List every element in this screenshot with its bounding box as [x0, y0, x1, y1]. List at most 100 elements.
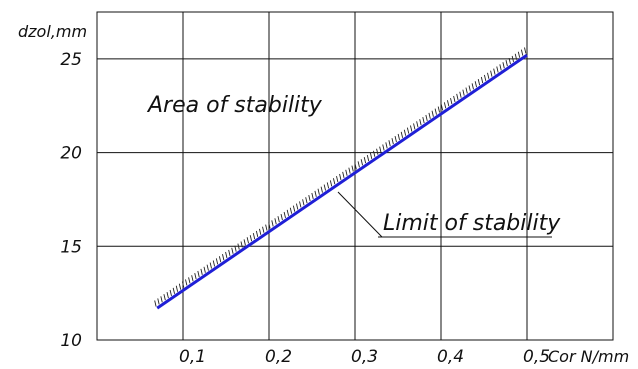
hatch-mark	[228, 249, 231, 256]
hatch-mark	[348, 167, 351, 174]
hatch-mark	[178, 283, 182, 290]
hatch-mark	[185, 279, 188, 286]
hatch-mark	[218, 256, 222, 263]
hatch-mark	[237, 243, 240, 250]
hatch-mark	[376, 148, 379, 155]
x-tick-label: 0,5	[523, 347, 550, 367]
hatch-mark	[197, 270, 200, 278]
x-tick-label: 0,2	[265, 347, 292, 367]
hatch-mark	[234, 245, 237, 252]
limit-of-stability-label: Limit of stability	[383, 211, 561, 236]
hatch-mark	[363, 157, 367, 164]
hatch-mark	[188, 277, 191, 284]
hatch-mark	[157, 298, 160, 305]
hatch-mark	[514, 53, 518, 60]
hatch-mark	[410, 125, 413, 132]
grid	[96, 11, 614, 341]
hatch-mark	[271, 220, 274, 227]
area-of-stability-label: Area of stability	[146, 93, 323, 118]
leader-line	[337, 191, 383, 238]
hatch-mark	[339, 173, 342, 181]
hatch-mark	[385, 142, 388, 149]
hatch-mark	[366, 154, 370, 162]
hatch-mark	[323, 184, 327, 191]
hatch-mark	[259, 228, 262, 235]
hatch-mark	[450, 98, 453, 105]
hatch-mark	[308, 195, 311, 202]
hatch-mark	[360, 159, 363, 166]
hatch-mark	[299, 201, 302, 208]
hatch-mark	[382, 144, 385, 151]
hatch-mark	[397, 133, 400, 141]
hatch-mark	[425, 114, 428, 122]
hatch-mark	[403, 129, 407, 136]
hatch-mark	[163, 294, 166, 301]
hatch-mark	[428, 112, 431, 119]
x-axis-label: Cor N/mm	[548, 347, 629, 366]
hatch-mark	[206, 264, 209, 271]
x-tick-label: 0,4	[437, 347, 464, 367]
hatch-mark	[511, 55, 514, 62]
series-line-limit-of-stability	[156, 53, 528, 310]
hatch-mark	[296, 203, 299, 210]
hatch-mark	[169, 289, 172, 297]
hatch-mark	[474, 81, 478, 88]
hatch-mark	[391, 138, 394, 145]
hatch-mark	[419, 119, 422, 126]
hatch-mark	[209, 262, 212, 269]
hatch-mark	[447, 100, 450, 107]
hatch-mark	[379, 146, 382, 153]
x-tick-labels: 0,1 0,2 0,3 0,4 0,5	[179, 347, 550, 367]
hatch-mark	[154, 300, 157, 307]
hatch-mark	[212, 260, 216, 267]
hatch-mark	[351, 165, 354, 172]
y-tick-label: 10	[60, 331, 82, 351]
hatch-mark	[252, 232, 256, 240]
hatch-mark	[215, 258, 219, 265]
hatch-mark	[280, 213, 283, 221]
hatch-mark	[422, 116, 425, 124]
hatch-mark	[440, 104, 444, 111]
hatch-mark	[400, 131, 404, 138]
hatch-mark	[317, 188, 320, 195]
hatch-mark	[496, 66, 499, 73]
hatch-mark	[490, 70, 493, 77]
hatch-mark	[225, 251, 228, 259]
hatch-mark	[160, 296, 163, 303]
hatch-mark	[388, 140, 391, 147]
hatch-mark	[286, 209, 290, 216]
hatch-mark	[369, 152, 373, 159]
hatch-mark	[431, 110, 434, 117]
hatch-mark	[274, 218, 277, 225]
hatch-mark	[505, 60, 508, 67]
hatch-mark	[191, 275, 194, 282]
hatch-mark	[342, 171, 345, 178]
hatch-mark	[434, 108, 437, 115]
hatch-mark	[283, 211, 286, 219]
hatch-mark	[240, 241, 243, 248]
hatch-mark	[320, 186, 323, 193]
hatch-mark	[194, 273, 197, 280]
hatch-mark	[289, 207, 293, 214]
hatch-mark	[302, 199, 305, 206]
hatch-mark	[394, 135, 397, 143]
hatch-mark	[345, 169, 348, 176]
hatch-mark	[262, 226, 265, 233]
hatch-mark	[462, 89, 465, 96]
hatch-mark	[354, 163, 357, 170]
stability-hatching	[154, 47, 527, 307]
hatch-mark	[437, 106, 441, 113]
hatch-mark	[311, 192, 314, 200]
hatch-mark	[314, 190, 317, 197]
hatch-mark	[480, 76, 484, 84]
hatch-mark	[181, 281, 185, 288]
hatch-mark	[416, 121, 419, 128]
hatch-mark	[468, 85, 471, 92]
hatch-mark	[332, 178, 336, 185]
x-tick-label: 0,3	[351, 347, 378, 367]
hatch-mark	[243, 239, 246, 246]
hatch-mark	[502, 62, 505, 69]
hatch-mark	[326, 182, 330, 189]
hatch-mark	[413, 123, 416, 130]
